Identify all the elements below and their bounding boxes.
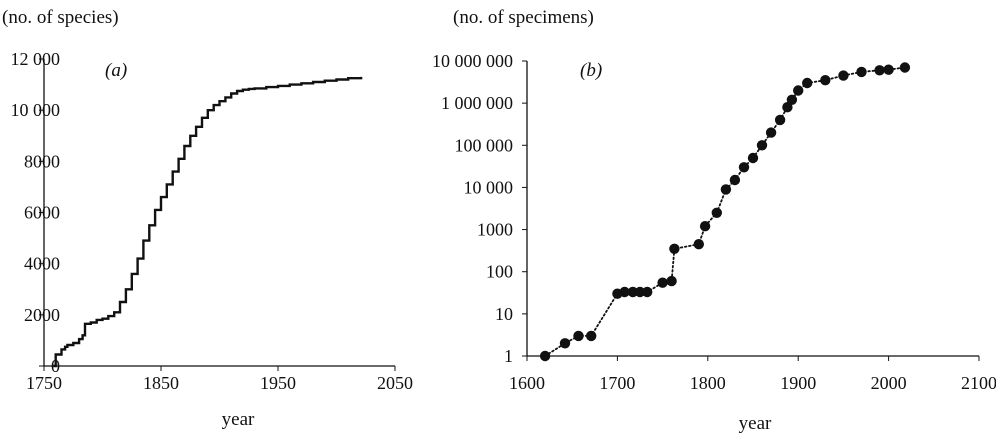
data-point-b xyxy=(765,127,777,138)
data-point-b xyxy=(634,286,646,298)
data-point-b xyxy=(669,243,680,254)
y-tick-label-b: 1000 xyxy=(477,220,513,240)
series-line-a xyxy=(53,76,363,368)
y-tick-label-a: 12 000 xyxy=(11,49,61,69)
x-axis-label-b: year xyxy=(739,413,772,434)
chart-panel-b: (no. of specimens) (b) year 1 10 100 1000 10… xyxy=(432,7,996,434)
panel-label-a: (a) xyxy=(105,60,127,81)
y-tick-label-a: 6000 xyxy=(24,203,60,223)
x-tick-label-b: 1700 xyxy=(599,373,635,393)
y-tick-label-b: 10 xyxy=(495,304,513,324)
data-point-b xyxy=(559,338,571,349)
y-tick-label-a: 4000 xyxy=(24,254,60,274)
data-point-b xyxy=(747,152,759,164)
data-point-b xyxy=(756,140,768,151)
data-point-b xyxy=(642,286,653,298)
x-tick-label-b: 1600 xyxy=(509,373,545,393)
data-point-b xyxy=(539,350,551,362)
data-point-b xyxy=(786,94,798,106)
data-point-b xyxy=(693,239,704,250)
y-tick-label-b: 10 000 xyxy=(464,177,514,197)
x-tick-label-a: 2050 xyxy=(377,373,413,393)
data-point-b xyxy=(820,75,831,86)
data-point-b xyxy=(657,277,668,288)
data-point-b xyxy=(627,286,638,298)
data-point-b xyxy=(738,162,750,173)
y-tick-label-b: 100 xyxy=(486,262,513,282)
y-tick-label-b: 10 000 000 xyxy=(432,51,513,71)
data-point-b xyxy=(793,85,804,96)
x-tick-label-b: 1800 xyxy=(690,373,726,393)
y-axis-label-b: (no. of specimens) xyxy=(453,7,594,28)
data-point-b xyxy=(711,207,722,218)
y-tick-label-b: 100 000 xyxy=(455,135,514,155)
data-point-b xyxy=(666,275,677,287)
data-point-b xyxy=(899,62,911,73)
data-point-b xyxy=(720,184,732,195)
data-point-b xyxy=(883,64,894,75)
data-point-b xyxy=(619,286,630,298)
data-point-b xyxy=(573,330,584,342)
data-point-b xyxy=(729,174,741,186)
chart-panel-a: (no. of species) (a) year 02000400060008… xyxy=(2,7,413,430)
data-point-b xyxy=(774,114,786,126)
x-tick-label-a: 1950 xyxy=(260,373,296,393)
y-tick-label-a: 10 000 xyxy=(11,100,61,120)
data-point-b xyxy=(856,66,867,78)
series-line-b xyxy=(544,66,906,357)
y-tick-label-a: 2000 xyxy=(24,305,60,325)
y-tick-label-b: 1 000 000 xyxy=(441,93,513,113)
data-point-b xyxy=(874,65,885,76)
panel-label-b: (b) xyxy=(580,60,602,81)
data-point-b xyxy=(586,330,597,342)
data-point-b xyxy=(699,221,711,232)
x-tick-label-a: 1850 xyxy=(143,373,179,393)
x-tick-label-b: 2000 xyxy=(871,373,907,393)
y-tick-label-b: 1 xyxy=(504,346,513,366)
x-tick-label-b: 1900 xyxy=(780,373,816,393)
y-tick-label-a: 8000 xyxy=(24,151,60,171)
data-point-b xyxy=(838,70,849,81)
y-axis-label-a: (no. of species) xyxy=(2,7,119,28)
x-tick-label-a: 1750 xyxy=(26,373,62,393)
x-axis-label-a: year xyxy=(222,409,255,430)
data-point-b xyxy=(802,77,813,89)
x-tick-label-b: 2100 xyxy=(961,373,996,393)
